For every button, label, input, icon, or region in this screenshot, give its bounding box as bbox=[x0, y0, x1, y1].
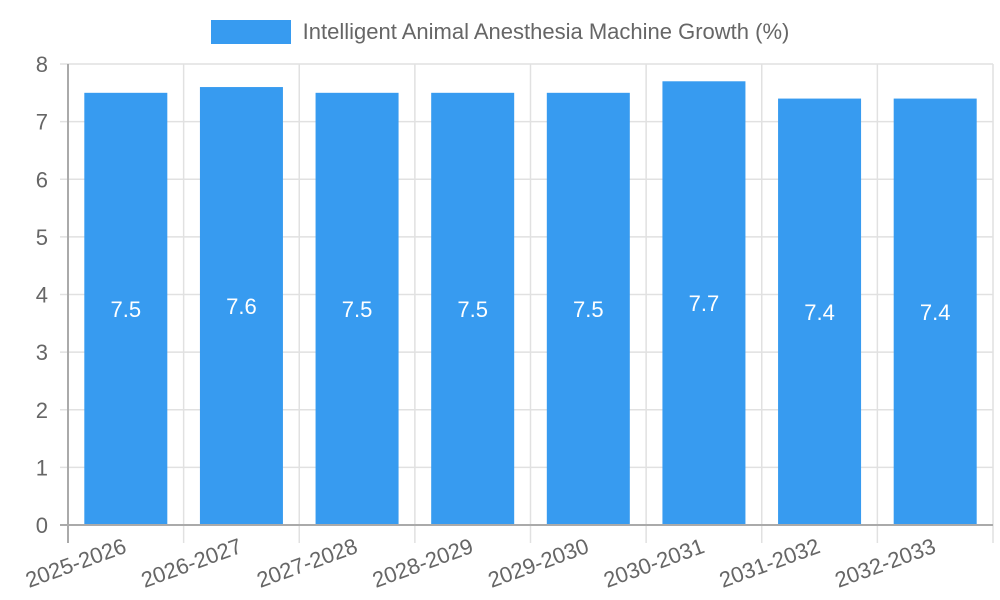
bar[interactable] bbox=[199, 87, 283, 526]
x-tick-label: 2028-2029 bbox=[369, 533, 476, 592]
bar-value-label: 7.4 bbox=[920, 300, 951, 325]
legend-label[interactable]: Intelligent Animal Anesthesia Machine Gr… bbox=[302, 19, 790, 44]
y-tick-label: 0 bbox=[36, 513, 48, 538]
y-tick-label: 2 bbox=[36, 398, 48, 423]
y-axis-labels: 0 1 2 3 4 5 6 7 8 bbox=[36, 52, 48, 538]
x-axis-labels: 2025-2026 2026-2027 2027-2028 2028-2029 2029… bbox=[22, 533, 939, 592]
bar-value-label: 7.5 bbox=[573, 297, 604, 322]
x-tick-label: 2026-2027 bbox=[138, 533, 245, 592]
y-tick-label: 4 bbox=[36, 283, 48, 308]
x-tick-label: 2032-2033 bbox=[831, 533, 938, 592]
y-tick-label: 5 bbox=[36, 225, 48, 250]
y-tick-label: 8 bbox=[36, 52, 48, 77]
y-tick-label: 6 bbox=[36, 167, 48, 192]
bar[interactable] bbox=[893, 98, 977, 525]
bar[interactable] bbox=[778, 98, 862, 525]
bar[interactable] bbox=[546, 92, 630, 525]
bar[interactable] bbox=[84, 92, 168, 525]
y-tick-label: 1 bbox=[36, 455, 48, 480]
bar-value-label: 7.4 bbox=[804, 300, 835, 325]
bar-value-label: 7.5 bbox=[111, 297, 142, 322]
bar[interactable] bbox=[431, 92, 515, 525]
value-labels: 7.5 7.6 7.5 7.5 7.5 7.7 7.4 7.4 bbox=[111, 291, 951, 325]
x-tick-label: 2031-2032 bbox=[716, 533, 823, 592]
bar[interactable] bbox=[662, 81, 746, 525]
x-tick-label: 2025-2026 bbox=[22, 533, 129, 592]
bar-value-label: 7.7 bbox=[689, 291, 720, 316]
bar-value-label: 7.6 bbox=[226, 294, 257, 319]
bars bbox=[84, 81, 977, 526]
x-tick-label: 2030-2031 bbox=[600, 533, 707, 592]
bar[interactable] bbox=[315, 92, 399, 525]
y-tick-label: 7 bbox=[36, 110, 48, 135]
x-tick-label: 2027-2028 bbox=[253, 533, 360, 592]
bar-value-label: 7.5 bbox=[342, 297, 373, 322]
axes bbox=[60, 64, 993, 543]
x-tick-label: 2029-2030 bbox=[485, 533, 592, 592]
legend-swatch[interactable] bbox=[210, 20, 291, 44]
y-tick-label: 3 bbox=[36, 340, 48, 365]
chart-legend: Intelligent Animal Anesthesia Machine Gr… bbox=[0, 18, 1000, 46]
bar-value-label: 7.5 bbox=[457, 297, 488, 322]
